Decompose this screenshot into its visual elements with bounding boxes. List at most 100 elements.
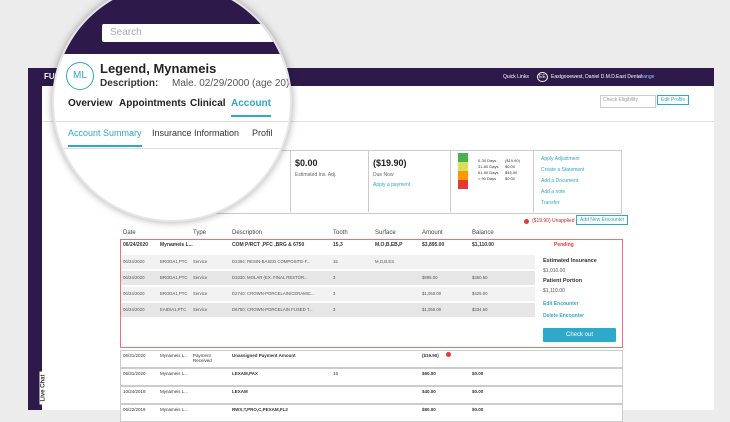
procedure-cell: 06/24/2020 [123,275,145,280]
procedure-cell: $334.50 [472,307,488,312]
search-box[interactable]: Search [102,24,290,42]
row-cell: ($19.90) [422,353,439,358]
row-cell: $0.00 [472,389,484,394]
aging-value: ($19.90) [505,158,520,163]
procedure-cell: EAIDIA1,PTC [160,307,187,312]
procedure-row [121,287,535,301]
row-box [120,386,623,404]
summary-label: Due Now [373,172,394,178]
aging-value: $45.90 [505,170,518,175]
procedure-cell: D2394: RESIN-BASED COMPOSITE-F... [232,259,311,264]
account-action[interactable]: Transfer [541,200,560,206]
subtab[interactable]: Insurance Information [152,128,240,138]
row-cell: $0.00 [472,371,484,376]
edit-encounter[interactable]: Edit Encounter [543,301,579,307]
procedure-cell: Service [193,275,208,280]
row-box [120,368,623,386]
row-cell: 15 [333,371,339,376]
row-box [120,350,623,368]
procedure-cell: 15 [333,259,338,264]
procedure-cell: BRODA1,PTC [160,291,188,296]
subtab-line [54,148,290,149]
tab[interactable]: Clinical [190,98,226,109]
encounter-cell: 06/24/2020 [123,242,149,248]
procedure-cell: D2740: CROWN-PORCELAIN/CERAMIC... [232,291,315,296]
add-encounter[interactable]: Add New Encounter [576,215,629,225]
procedure-cell: M,O,B,ES [375,259,395,264]
procedure-cell: $425.00 [472,291,488,296]
row-cell: LEXAM [232,389,248,394]
user-name[interactable]: Eastgooewest, Daniel D.M.D. [551,74,617,80]
account-action[interactable]: Create a Statement [541,167,585,173]
summary-value: ($19.90) [373,158,407,168]
row-cell: Mynameis L... [160,371,189,376]
warning-icon [524,219,529,224]
procedure-cell: $995.00 [422,275,438,280]
procedure-cell: Service [193,291,208,296]
live-chat[interactable]: Live Chat [39,371,48,405]
encounter-cell: 15,3 [333,242,343,248]
encounter-cell: M,O,B,EB,P [375,242,403,248]
avatar: ML [66,62,94,90]
encounter-status: Pending [554,242,574,248]
column-header: Description [232,230,263,236]
procedure-cell: Service [193,307,208,312]
summary-value: $0.00 [295,158,318,168]
panel-value: $1,110.00 [543,288,565,294]
row-cell: $40.00 [422,389,436,394]
aging-value: $0.00 [505,164,516,169]
panel-label: Patient Portion [543,278,583,284]
aging-label: > 90 Days [478,176,497,181]
row-cell: 06/31/2020 [123,371,146,376]
patient-name: Legend, Mynameis [100,61,217,76]
aging-bar [458,171,468,180]
office: East Dental [616,74,642,80]
checkout-button[interactable]: Check out [543,328,616,342]
procedure-cell: D3330: MOLAR (EX. FINAL RESTOR... [232,275,308,280]
procedure-cell: D6750: CROWN-PORCELAIN FUSED T... [232,307,313,312]
card-sep [450,150,451,212]
sidebar [28,68,42,410]
user-initials: EE [537,72,548,82]
account-action[interactable]: Add a note [541,189,566,195]
edit-profile[interactable]: Edit Profile [657,95,690,105]
encounter-box [120,239,623,348]
check-eligibility[interactable]: Check Eligibility [600,95,656,108]
summary-label: Estimated Ins. Adj. [295,172,337,178]
card-sep [290,150,291,212]
encounter-cell: COM P/RCT ,PFC ,BRG & 6750 [232,242,305,248]
change-link[interactable]: change [638,74,655,80]
procedure-cell: Service [193,259,208,264]
divider [42,121,714,122]
subtab[interactable]: Account Summary [68,128,142,147]
procedure-cell: 06/24/2020 [123,259,145,264]
aging-bar [458,162,468,171]
aging-bar [458,180,468,189]
warning-icon [446,352,451,357]
aging-label: 31-60 Days [478,164,499,169]
column-header: Tooth [333,230,348,236]
column-header: Balance [472,230,494,236]
encounter-cell: $3,895.00 [422,242,445,248]
procedure-cell: BRODA1,PTC [160,275,188,280]
row-box [120,404,623,422]
procedure-cell: 3 [333,307,336,312]
procedure-row [121,271,535,285]
tab-line [54,121,290,122]
description: Male. 02/29/2000 (age 20) [172,78,290,89]
tab[interactable]: Appointments [119,98,187,109]
account-action[interactable]: Add a Document [541,178,579,184]
tab[interactable]: Overview [68,98,113,109]
row-cell: LEXAM,PAX [232,371,258,376]
account-action[interactable]: Apply Adjustment [541,156,580,162]
description-label: Description: [100,78,159,89]
delete-encounter[interactable]: Delete Encounter [543,313,585,319]
procedure-row [121,303,535,317]
subtab[interactable]: Profil [252,128,273,138]
apply-payment[interactable]: Apply a payment [373,182,411,188]
panel-label: Estimated Insurance [543,258,597,264]
row-cell: Mynameis L... [160,353,189,358]
quick-links[interactable]: Quick Links [503,74,529,80]
encounter-cell: $1,110.00 [472,242,494,248]
tab[interactable]: Account [231,98,271,117]
